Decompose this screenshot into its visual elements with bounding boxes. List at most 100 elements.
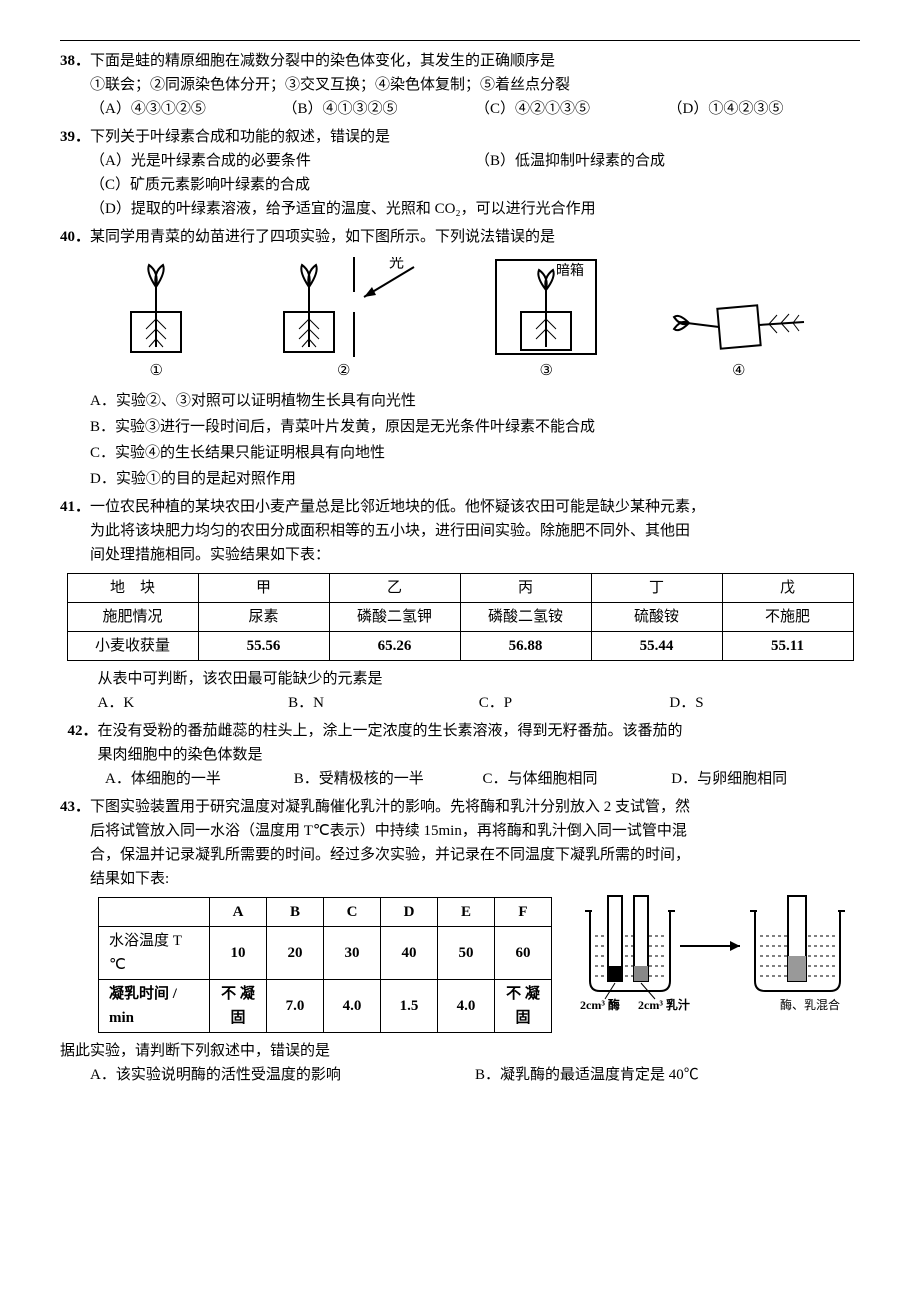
q42-opt-d: D．与卵细胞相同 [671,767,860,791]
question-39: 39．下列关于叶绿素合成和功能的叙述，错误的是 （A）光是叶绿素合成的必要条件 … [60,125,860,221]
t43-r2c5: 4.0 [438,980,495,1033]
t41-r1c1: 尿素 [198,603,329,632]
q42-opt-c: C．与体细胞相同 [483,767,672,791]
darkbox-label: 暗箱 [556,263,584,279]
q43-stem2: 后将试管放入同一水浴（温度用 T℃表示）中持续 15min，再将酶和乳汁倒入同一… [60,819,860,843]
t43-r2c1: 不 凝固 [210,980,267,1033]
header-rule [60,40,860,41]
table-row: 施肥情况 尿素 磷酸二氢钾 磷酸二氢铵 硫酸铵 不施肥 [67,603,853,632]
q41-opt-c: C．P [479,691,670,715]
enzyme-label: 2cm³ 酶 [580,997,620,1011]
t43-h0 [99,898,210,927]
q42-options: A．体细胞的一半 B．受精极核的一半 C．与体细胞相同 D．与卵细胞相同 [60,767,860,791]
q43-table-and-diagram: A B C D E F 水浴温度 T℃ 10 20 30 40 50 60 凝乳… [60,891,860,1039]
q41-options: A．K B．N C．P D．S [60,691,860,715]
q41-number: 41． [60,499,90,515]
question-38: 38．下面是蛙的精原细胞在减数分裂中的染色体变化，其发生的正确顺序是 ①联会；②… [60,49,860,121]
q40-figures: ① 光 ② [60,257,860,383]
beaker-diagram-icon: 2cm³ 酶 2cm³ 乳汁 酶、乳混合 [580,891,860,1011]
seedling-pot-icon [111,257,201,357]
t43-r2c0: 凝乳时间 /min [99,980,210,1033]
t41-r2c4: 55.44 [591,632,722,661]
q40-fig4-label: ④ [669,359,809,383]
q43-options: A．该实验说明酶的活性受温度的影响 B．凝乳酶的最适温度肯定是 40℃ [60,1063,860,1087]
q40-options: A．实验②、③对照可以证明植物生长具有向光性 B．实验③进行一段时间后，青菜叶片… [60,389,860,491]
seedling-horizontal-icon [669,287,809,357]
q42-stem1: 在没有受粉的番茄雌蕊的柱头上，涂上一定浓度的生长素溶液，得到无籽番茄。该番茄的 [98,723,683,739]
q40-number: 40． [60,229,90,245]
t43-r1c0: 水浴温度 T℃ [99,927,210,980]
q39-opt-c: （C）矿质元素影响叶绿素的合成 [60,173,860,197]
q42-number: 42． [68,723,98,739]
t43-r1c6: 60 [495,927,552,980]
t41-r1c0: 施肥情况 [67,603,198,632]
t43-h6: F [495,898,552,927]
q38-items: ①联会；②同源染色体分开；③交叉互换；④染色体复制；⑤着丝点分裂 [60,73,860,97]
q43-number: 43． [60,799,90,815]
q42-stem2: 果肉细胞中的染色体数是 [60,743,860,767]
t43-h5: E [438,898,495,927]
table-row: A B C D E F [99,898,552,927]
t43-r1c2: 20 [267,927,324,980]
q40-stem: 某同学用青菜的幼苗进行了四项实验，如下图所示。下列说法错误的是 [90,229,555,245]
q43-table: A B C D E F 水浴温度 T℃ 10 20 30 40 50 60 凝乳… [98,897,552,1033]
q40-opt-c: C．实验④的生长结果只能证明根具有向地性 [90,441,860,465]
q43-opt-b: B．凝乳酶的最适温度肯定是 40℃ [475,1063,860,1087]
seedling-light-icon: 光 [264,257,424,357]
t43-r1c3: 30 [324,927,381,980]
t41-r1c4: 硫酸铵 [591,603,722,632]
milk-label: 2cm³ 乳汁 [638,997,690,1011]
q40-fig-3: 暗箱 ③ [486,257,606,383]
t41-r2c5: 55.11 [722,632,853,661]
q41-opt-d: D．S [669,691,860,715]
t41-r2c0: 小麦收获量 [67,632,198,661]
t43-r2c2: 7.0 [267,980,324,1033]
t41-r2c2: 65.26 [329,632,460,661]
question-43: 43．下图实验装置用于研究温度对凝乳酶催化乳汁的影响。先将酶和乳汁分别放入 2 … [60,795,860,1087]
q40-fig1-label: ① [111,359,201,383]
t43-h4: D [381,898,438,927]
q41-table: 地 块 甲 乙 丙 丁 戊 施肥情况 尿素 磷酸二氢钾 磷酸二氢铵 硫酸铵 不施… [67,573,854,661]
table-row: 地 块 甲 乙 丙 丁 戊 [67,574,853,603]
t43-r1c4: 40 [381,927,438,980]
q41-opt-b: B．N [288,691,479,715]
seedling-darkbox-icon: 暗箱 [486,257,606,357]
t41-h1: 甲 [198,574,329,603]
mix-label: 酶、乳混合 [780,997,840,1011]
q43-stem4: 结果如下表: [60,867,860,891]
t41-h5: 戊 [722,574,853,603]
q43-opt-a: A．该实验说明酶的活性受温度的影响 [90,1063,475,1087]
t43-h1: A [210,898,267,927]
question-40: 40．某同学用青菜的幼苗进行了四项实验，如下图所示。下列说法错误的是 ① [60,225,860,491]
t43-r1c5: 50 [438,927,495,980]
q40-opt-b: B．实验③进行一段时间后，青菜叶片发黄，原因是无光条件叶绿素不能合成 [90,415,860,439]
q39-number: 39． [60,129,90,145]
q42-opt-a: A．体细胞的一半 [105,767,294,791]
t41-h4: 丁 [591,574,722,603]
q43-stem3: 合，保温并记录凝乳所需要的时间。经过多次实验，并记录在不同温度下凝乳所需的时间， [60,843,860,867]
q40-opt-a: A．实验②、③对照可以证明植物生长具有向光性 [90,389,860,413]
q42-opt-b: B．受精极核的一半 [294,767,483,791]
q38-stem: 下面是蛙的精原细胞在减数分裂中的染色体变化，其发生的正确顺序是 [90,53,555,69]
question-41: 41．一位农民种植的某块农田小麦产量总是比邻近地块的低。他怀疑该农田可能是缺少某… [60,495,860,715]
q40-fig-2: 光 ② [264,257,424,383]
q39-opt-d: （D）提取的叶绿素溶液，给予适宜的温度、光照和 CO₂，可以进行光合作用 [60,197,860,221]
q43-post: 据此实验，请判断下列叙述中，错误的是 [60,1039,860,1063]
q40-fig-1: ① [111,257,201,383]
q39-opt-a: （A）光是叶绿素合成的必要条件 [90,149,475,173]
table-row: 小麦收获量 55.56 65.26 56.88 55.44 55.11 [67,632,853,661]
q40-opt-d: D．实验①的目的是起对照作用 [90,467,860,491]
q38-opt-a: （A）④③①②⑤ [90,97,283,121]
q38-opt-d: （D）①④②③⑤ [668,97,861,121]
light-label: 光 [389,257,404,271]
q38-number: 38． [60,53,90,69]
q41-stem3: 间处理措施相同。实验结果如下表： [60,543,860,567]
q38-opt-c: （C）④②①③⑤ [475,97,668,121]
q38-opt-b: （B）④①③②⑤ [283,97,476,121]
q40-fig-4: ④ [669,287,809,383]
t41-h2: 乙 [329,574,460,603]
question-42: 42．在没有受粉的番茄雌蕊的柱头上，涂上一定浓度的生长素溶液，得到无籽番茄。该番… [60,719,860,791]
t43-r2c6: 不 凝固 [495,980,552,1033]
t43-r2c3: 4.0 [324,980,381,1033]
q41-opt-a: A．K [98,691,289,715]
